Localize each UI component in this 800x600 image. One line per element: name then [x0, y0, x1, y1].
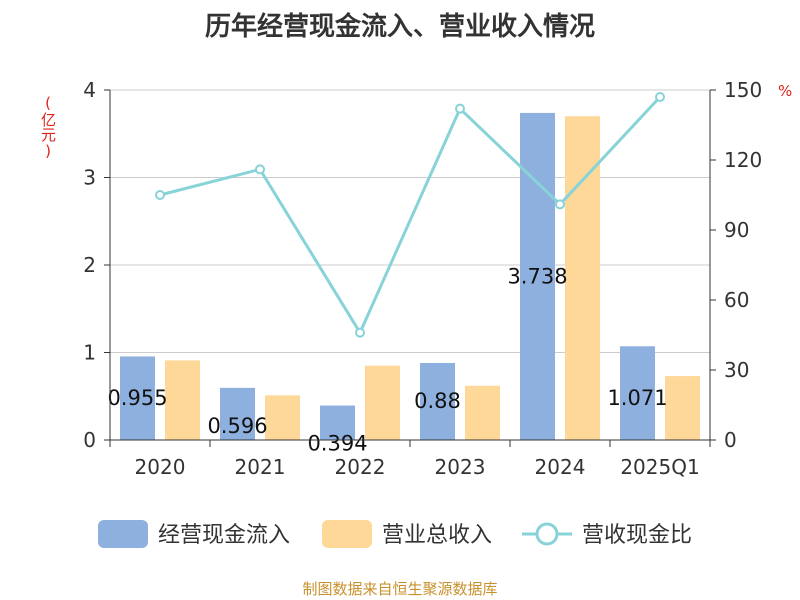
- data-source-note: 制图数据来自恒生聚源数据库: [302, 580, 498, 598]
- left-axis-unit: (亿元): [39, 94, 57, 160]
- bar: [420, 363, 455, 440]
- bar: [520, 112, 555, 441]
- legend-swatch: [322, 520, 372, 548]
- left-axis-tick-label: 0: [83, 428, 96, 452]
- left-axis-tick-label: 1: [83, 341, 96, 365]
- bar: [320, 405, 355, 440]
- ratio-line: [159, 95, 662, 336]
- x-axis-tick-label: 2025Q1: [620, 455, 699, 479]
- x-axis-tick-label: 2022: [335, 455, 386, 479]
- left-axis-tick-label: 2: [83, 253, 96, 277]
- bar: [120, 356, 155, 440]
- left-axis-tick-label: 3: [83, 166, 96, 190]
- x-axis-tick-label: 2020: [135, 455, 186, 479]
- x-axis-tick-label: 2021: [235, 455, 286, 479]
- legend-swatch: [98, 520, 148, 548]
- chart-title: 历年经营现金流入、营业收入情况: [204, 12, 595, 42]
- bar: [665, 376, 700, 440]
- bar: [165, 360, 200, 440]
- bar-data-label: 0.596: [207, 414, 267, 438]
- bar-data-label: 3.738: [507, 264, 567, 288]
- bar: [220, 387, 255, 440]
- bar: [465, 385, 500, 440]
- x-axis-tick-label: 2024: [535, 455, 586, 479]
- ratio-point: [555, 199, 565, 210]
- right-axis-tick-label: 150: [724, 78, 762, 102]
- bar-data-label: 0.88: [414, 389, 461, 413]
- legend-label: 经营现金流入: [158, 523, 290, 548]
- right-axis-tick-label: 90: [724, 218, 749, 242]
- ratio-point: [155, 190, 165, 200]
- right-axis-tick-label: 0: [724, 428, 737, 452]
- ratio-point: [355, 327, 365, 338]
- legend-label: 营业总收入: [382, 523, 492, 548]
- ratio-point: [655, 92, 665, 102]
- bar-data-label: 0.394: [307, 432, 367, 456]
- right-axis-tick-label: 120: [724, 148, 762, 172]
- left-axis-tick-label: 4: [83, 78, 96, 102]
- bar: [620, 346, 655, 440]
- ratio-point: [255, 164, 265, 175]
- x-axis-tick-label: 2023: [435, 455, 486, 479]
- bar: [265, 395, 300, 440]
- legend-marker: [535, 522, 559, 546]
- bar-data-label: 1.071: [607, 386, 667, 410]
- legend-label: 营收现金比: [582, 523, 692, 548]
- right-axis-unit: %: [778, 82, 793, 100]
- bar-data-label: 0.955: [107, 386, 167, 410]
- right-axis-tick-label: 30: [724, 358, 749, 382]
- bar: [565, 116, 600, 440]
- ratio-point: [455, 103, 465, 114]
- right-axis-tick-label: 60: [724, 288, 749, 312]
- bar: [365, 365, 400, 440]
